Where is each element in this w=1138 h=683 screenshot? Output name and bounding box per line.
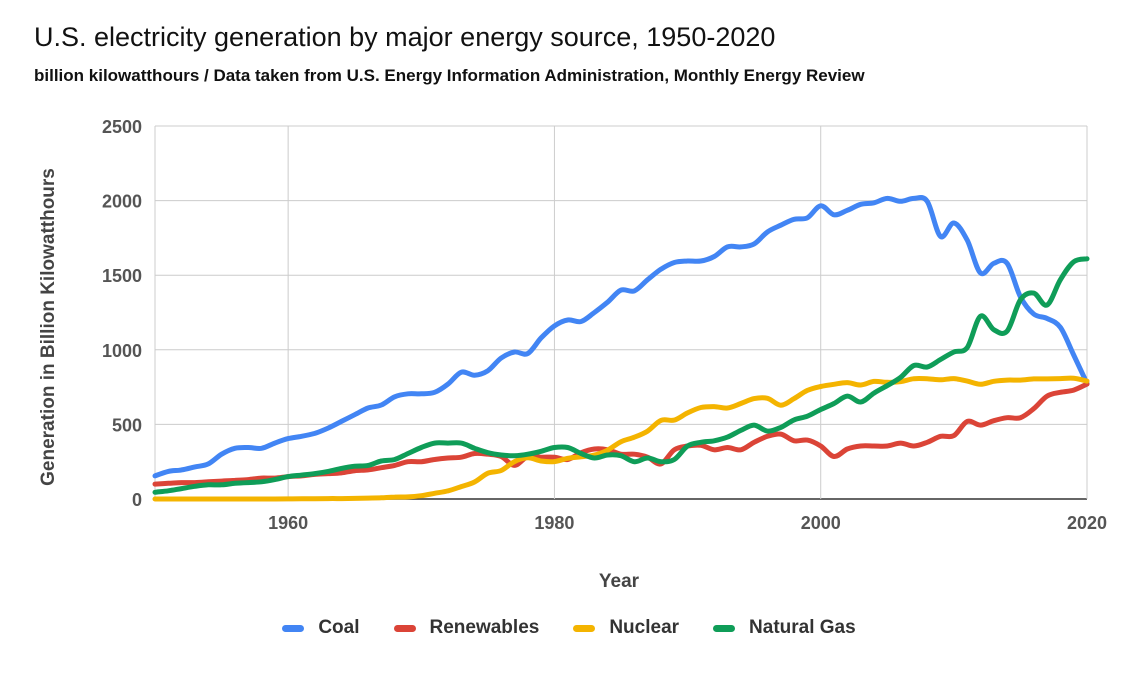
chart-title: U.S. electricity generation by major ene… xyxy=(34,22,776,52)
x-tick-label: 1980 xyxy=(534,513,574,533)
series-line-coal xyxy=(152,194,1090,479)
series-lines xyxy=(152,194,1090,502)
y-tick-label: 1500 xyxy=(102,266,142,286)
legend-swatch xyxy=(573,624,596,632)
chart-subtitle: billion kilowatthours / Data taken from … xyxy=(34,66,865,85)
y-tick-label: 500 xyxy=(112,415,142,435)
tick-labels: 0 500 1000 1500 2000 2500 1960 1980 2000 2020 xyxy=(102,117,1107,533)
legend-label: Renewables xyxy=(429,617,540,638)
legend-swatch xyxy=(393,624,416,632)
legend: Coal Renewables Nuclear Natural Gas xyxy=(0,617,1138,639)
x-tick-label: 2000 xyxy=(801,513,841,533)
legend-label: Nuclear xyxy=(609,617,680,638)
legend-item-natural-gas: Natural Gas xyxy=(713,617,856,639)
series-line-nuclear xyxy=(152,375,1090,502)
y-tick-label: 1000 xyxy=(102,341,142,361)
x-tick-label: 2020 xyxy=(1067,513,1107,533)
legend-item-nuclear: Nuclear xyxy=(573,617,679,639)
legend-swatch xyxy=(282,624,305,632)
y-axis-label: Generation in Billion Kilowatthours xyxy=(38,168,59,486)
y-tick-label: 2500 xyxy=(102,117,142,137)
y-tick-label: 0 xyxy=(132,490,142,510)
legend-item-renewables: Renewables xyxy=(393,617,540,639)
legend-item-coal: Coal xyxy=(282,617,360,639)
y-tick-label: 2000 xyxy=(102,192,142,212)
x-tick-label: 1960 xyxy=(268,513,308,533)
legend-label: Natural Gas xyxy=(749,617,856,638)
legend-swatch xyxy=(713,624,736,632)
series-line-renewables xyxy=(152,381,1090,487)
series-line-natural-gas xyxy=(152,256,1090,495)
x-axis-label: Year xyxy=(599,571,640,592)
legend-label: Coal xyxy=(318,617,360,638)
